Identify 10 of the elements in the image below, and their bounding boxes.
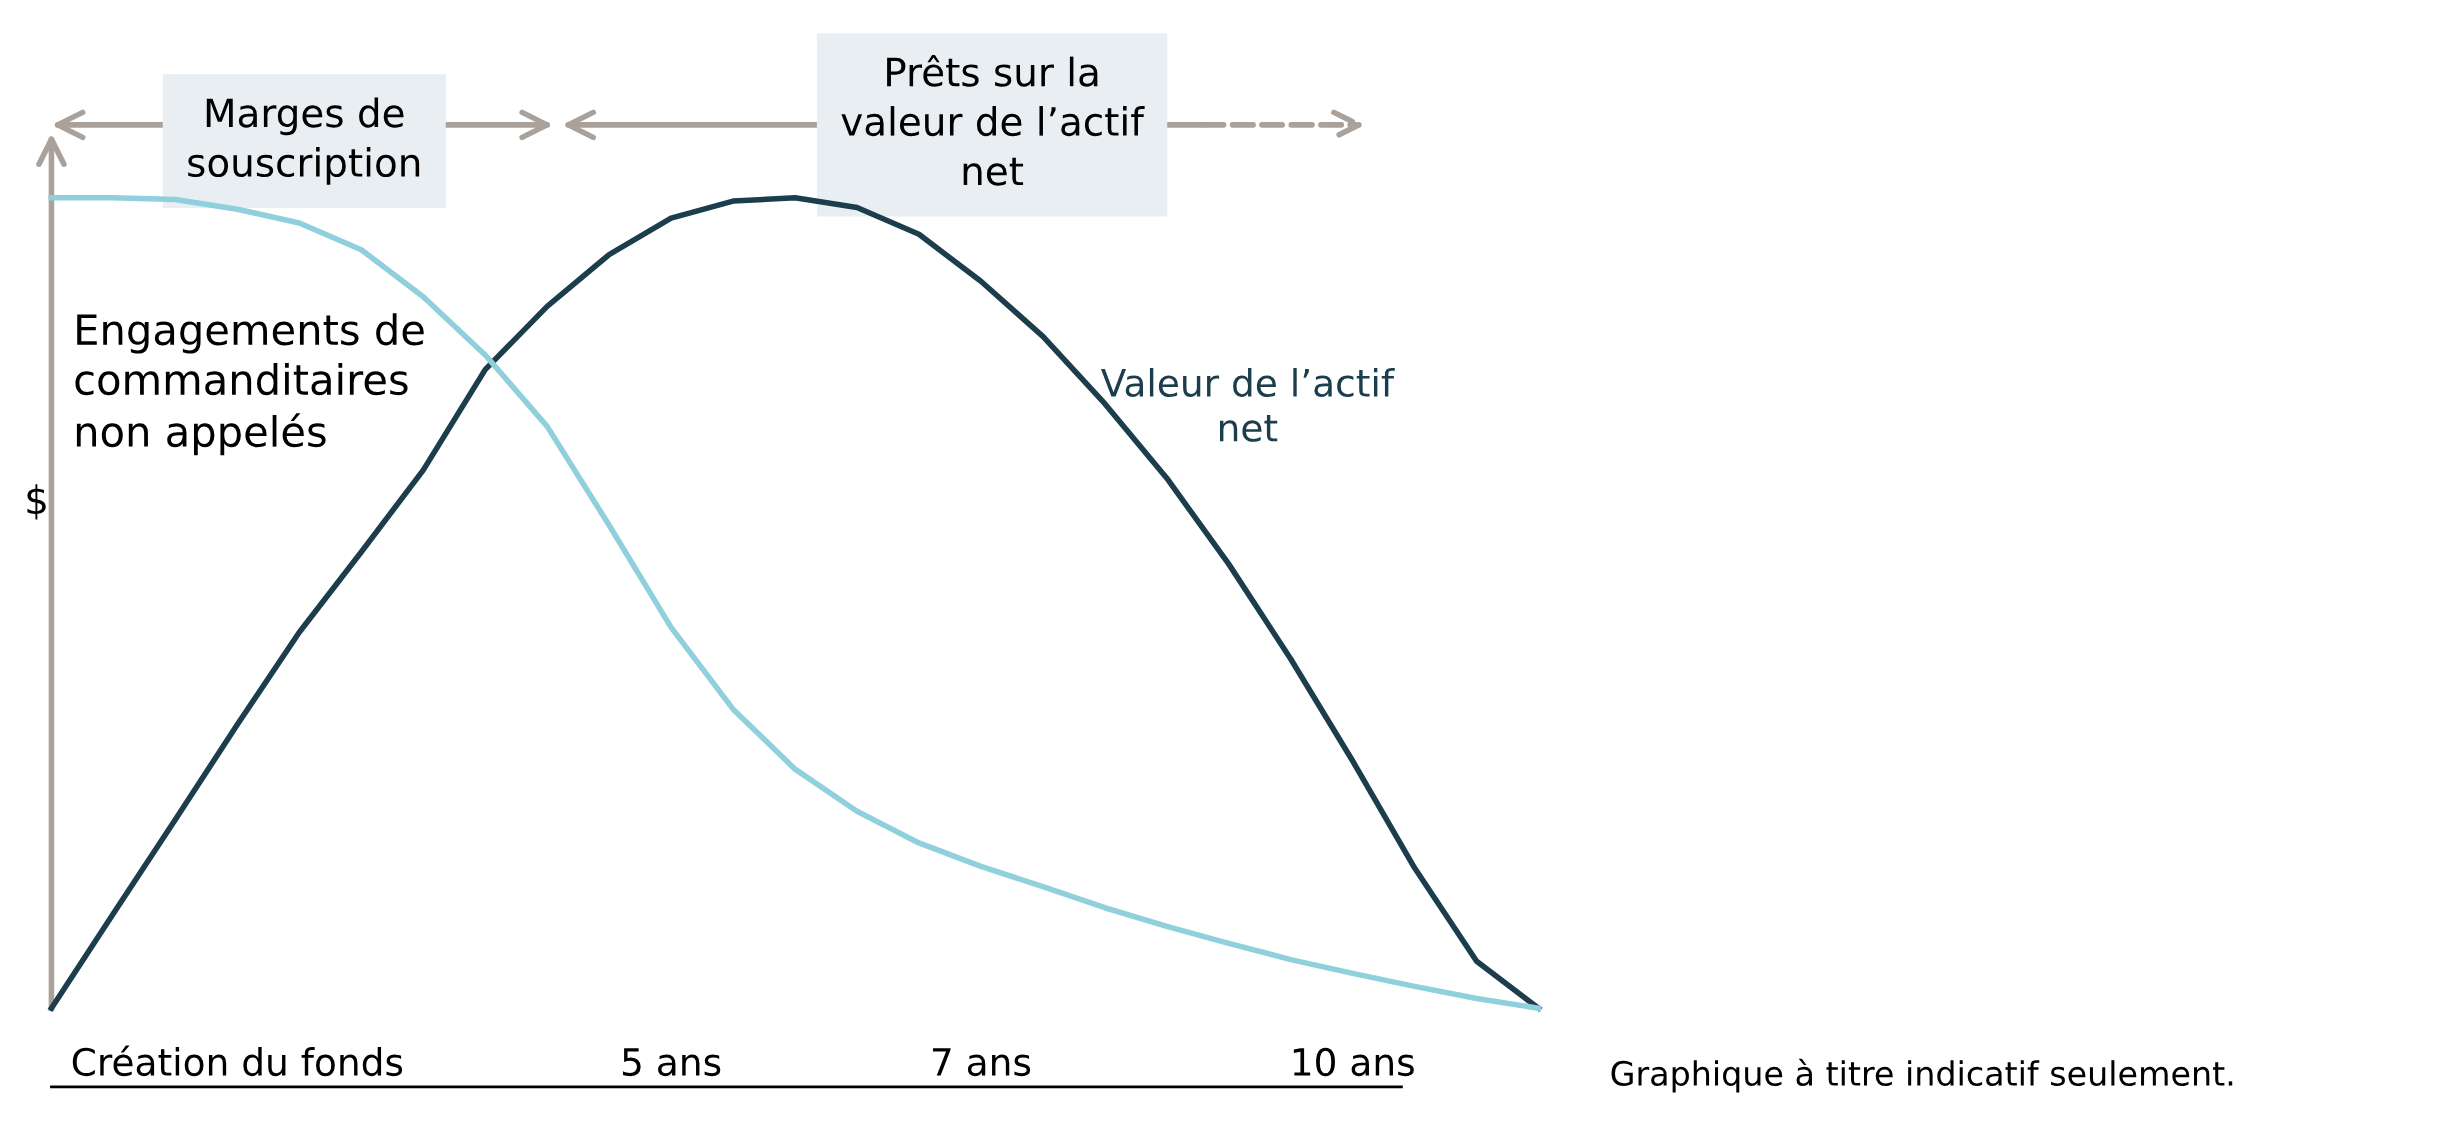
y-axis-title: $ xyxy=(27,484,46,520)
series-label: Valeur de l’actif net xyxy=(1100,367,1395,442)
text: Graphique à titre indicatif seulement. xyxy=(1611,1058,2233,1093)
series-label: Engagements de commanditaires non appelés xyxy=(75,313,424,456)
x-tick-label: 10 ans xyxy=(1293,1047,1414,1077)
text: Prêts sur la valeur de l’actif net xyxy=(841,55,1145,186)
x-tick-label: 7 ans xyxy=(932,1048,1031,1077)
x-tick-label: Création du fonds xyxy=(72,1045,403,1077)
x-tick-label: 5 ans xyxy=(622,1048,721,1077)
text: Marges de souscription xyxy=(188,97,420,185)
